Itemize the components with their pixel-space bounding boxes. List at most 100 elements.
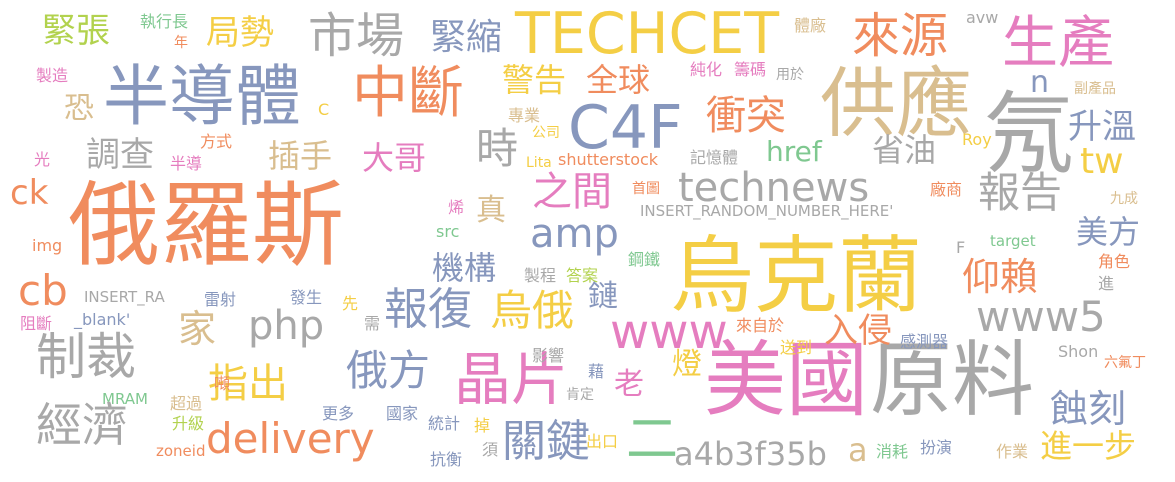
- word-e58589: 光: [34, 150, 51, 169]
- word-a: a: [848, 431, 868, 469]
- word-technews: technews: [678, 165, 870, 211]
- word-techcet: TECHCET: [515, 1, 780, 67]
- word-e58d87e7b49a: 升級: [172, 414, 205, 433]
- word-e69bb4e5a49a: 更多: [322, 404, 355, 423]
- word-e998bbe696b7: 阻斷: [20, 314, 53, 333]
- word-e5bdb1e99fbf: 影響: [532, 346, 565, 365]
- word-e794a8e696bc: 用於: [776, 67, 804, 83]
- word-e88081: 老: [614, 367, 644, 402]
- word-e980b2e4b880e6ada5: 進一步: [1040, 427, 1137, 465]
- word-shutterstock: shutterstock: [558, 150, 659, 169]
- word-e8a792e889b2: 角色: [1098, 252, 1131, 271]
- word-e4be9be68789: 供應: [820, 59, 972, 148]
- word-e4bf84e696b9: 俄方: [346, 346, 431, 395]
- word-e5a0b1e5918a: 報告: [978, 168, 1063, 217]
- word-mram: MRAM: [102, 390, 148, 408]
- word-e9979ce98db5: 關鍵: [502, 416, 590, 467]
- word-e4bf84e7be85e696af: 俄羅斯: [68, 172, 345, 279]
- word-e8a19de7aa81: 衝突: [706, 93, 786, 139]
- word-e4b99de68890: 九成: [1110, 191, 1138, 207]
- word-tw: tw: [1080, 141, 1124, 182]
- word-e7ad94e6a188: 答案: [566, 266, 599, 285]
- word-e7838fe5858be898ad: 烏克蘭: [670, 227, 923, 325]
- word-e5b882e5a0b4: 市場: [308, 8, 405, 64]
- word-e585ade6b09fe4b881: 六氟丁: [1104, 355, 1146, 371]
- word-e58588: 先: [342, 294, 359, 313]
- word-e5aeb6: 家: [178, 307, 217, 351]
- word-e7b78ae7b8ae: 緊縮: [430, 17, 503, 58]
- word-e585ace58fb8: 公司: [532, 125, 560, 141]
- word-e7b5b1e8a888: 統計: [428, 414, 461, 433]
- word-ck: ck: [10, 173, 49, 213]
- word-e8aabfe69fa5: 調查: [86, 135, 154, 175]
- word-insert-random-number-here: INSERT_RANDOM_NUMBER_HERE': [640, 202, 894, 220]
- word-e585a5e4beb5: 入侵: [824, 311, 892, 351]
- word-e5b088e6a5ad: 專業: [508, 106, 541, 125]
- word-e79c81e6b2b9: 省油: [872, 131, 937, 169]
- word-c4f: C4F: [568, 93, 683, 163]
- word-e699b6e78987: 晶片: [454, 347, 568, 413]
- word-e9a088: 須: [482, 440, 499, 459]
- word-e4be86e6ba90: 來源: [852, 8, 949, 64]
- word-shon: Shon: [1058, 342, 1099, 361]
- word-e6a99fe6a78b: 機構: [432, 249, 497, 287]
- word-e68e89: 掉: [474, 416, 491, 435]
- word-e58d87e6baab: 升溫: [1068, 107, 1136, 147]
- word-e98fa8: 鏈: [588, 279, 618, 314]
- word-e588b6e8a381: 制裁: [36, 328, 136, 386]
- word-e7be8ee59c8b: 美國: [704, 333, 869, 428]
- word-e5b9b4: 年: [174, 35, 188, 51]
- word-e783af: 烯: [448, 198, 465, 217]
- word-e882afe5ae9a: 肯定: [566, 387, 594, 403]
- word-e5b180e58ba2: 局勢: [206, 13, 274, 53]
- word-zoneid: zoneid: [156, 442, 206, 460]
- word-e4b98be99693: 之間: [532, 169, 612, 215]
- word-e7838fe4bf84: 烏俄: [490, 286, 575, 335]
- word-e6849fe6b8ace599a8: 感測器: [900, 332, 949, 351]
- word-e6b096: 氖: [984, 82, 1074, 187]
- word-e4bbb0e8b3b4: 仰賴: [962, 255, 1039, 299]
- word-e5bba0e59586: 廠商: [930, 180, 963, 199]
- word-target: target: [990, 232, 1036, 250]
- word-e5a0b1e5bea9: 報復: [384, 284, 472, 335]
- word-e7b1b1e7a2bc: 籌碼: [734, 60, 767, 79]
- word-e58d8ae5b08e: 半導: [170, 154, 203, 173]
- word-e4bd9ce6a5ad: 作業: [996, 442, 1029, 461]
- word-e689aee6bc94: 扮演: [920, 438, 953, 457]
- word-c: C: [318, 100, 330, 119]
- word-e89789: 藉: [588, 362, 605, 381]
- word-e589afe794a2e59381: 副產品: [1074, 81, 1116, 97]
- word-e69982: 時: [476, 124, 519, 173]
- word-e980b2: 進: [1098, 274, 1115, 293]
- word-cb: cb: [18, 266, 68, 315]
- word-php: php: [248, 303, 325, 349]
- word-e98bbce98d90: 鋼鐵: [628, 250, 661, 269]
- word-e8a898e686b6e9ab94: 記憶體: [690, 148, 739, 167]
- word-amp: amp: [530, 211, 619, 257]
- word-e696b9e5bc8f: 方式: [200, 132, 233, 151]
- word-e5999b: 噸: [214, 374, 231, 393]
- word-a4b3f35b: a4b3f35b: [674, 435, 827, 473]
- word-e58d8ae5b08ee9ab94: 半導體: [103, 58, 301, 135]
- word-e99c80: 需: [364, 314, 381, 333]
- word-src: src: [436, 222, 460, 241]
- word-www: www: [610, 304, 728, 360]
- word-e98081e588b0: 送到: [780, 338, 813, 357]
- word-e4b8ade696b7: 中斷: [352, 61, 464, 126]
- word-e68f92e6898b: 插手: [268, 137, 333, 175]
- word-e68a97e8a1a1: 抗衡: [430, 450, 463, 469]
- word-lita: Lita: [526, 155, 552, 171]
- word-e585a8e79083: 全球: [586, 61, 651, 99]
- word-e69490: 恐: [64, 91, 94, 126]
- word-e89d95e588bb: 蝕刻: [1050, 387, 1127, 431]
- word-roy: Roy: [962, 130, 992, 149]
- word-e6b688e88097: 消耗: [876, 442, 909, 461]
- word-e4be86e887aae696bc: 來自於: [736, 316, 785, 335]
- word-e79c9f: 真: [476, 193, 506, 228]
- word-href: href: [766, 135, 822, 168]
- word-e7b494e58c96: 純化: [690, 60, 723, 79]
- word-e58e9fe69699: 原料: [870, 333, 1035, 428]
- word-e5a4a7e593a5: 大哥: [362, 139, 427, 177]
- word-e8a3bde7a88b: 製程: [524, 266, 557, 285]
